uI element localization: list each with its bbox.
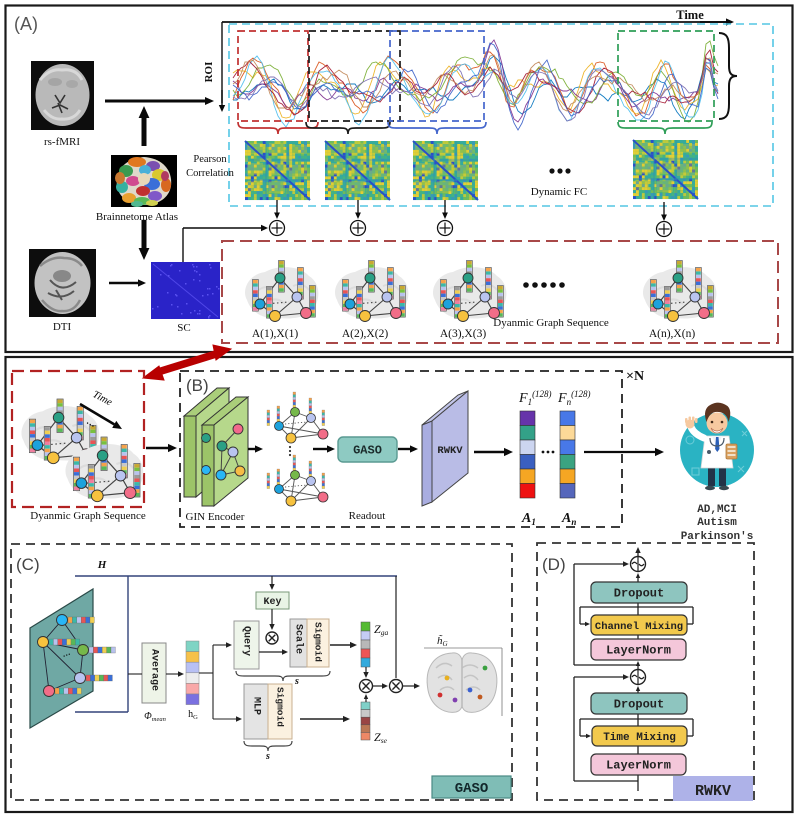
svg-text:hG: hG xyxy=(188,709,198,721)
svg-text:Average: Average xyxy=(149,649,160,691)
svg-text:h̃G: h̃G xyxy=(437,634,448,648)
svg-text:A(3),X(3): A(3),X(3) xyxy=(440,328,486,340)
svg-text:SC: SC xyxy=(177,322,190,334)
svg-text:A(1),X(1): A(1),X(1) xyxy=(252,328,298,340)
svg-text:Query: Query xyxy=(241,626,252,656)
svg-text:Parkinson's: Parkinson's xyxy=(681,531,754,543)
svg-text:Sigmoid: Sigmoid xyxy=(313,622,324,662)
svg-text:(B): (B) xyxy=(186,376,209,395)
svg-text:AD,MCI: AD,MCI xyxy=(697,504,737,516)
svg-text:Channel Mixing: Channel Mixing xyxy=(595,621,683,633)
svg-text:Time Mixing: Time Mixing xyxy=(603,732,676,744)
svg-text:GASO: GASO xyxy=(455,781,489,797)
svg-text:×N: ×N xyxy=(626,369,644,384)
svg-text:RWKV: RWKV xyxy=(695,783,731,800)
svg-text:Brainnetome Atlas: Brainnetome Atlas xyxy=(96,211,178,223)
svg-text:Dropout: Dropout xyxy=(614,587,664,601)
svg-text:Readout: Readout xyxy=(349,510,386,522)
svg-text:Time: Time xyxy=(676,8,704,22)
svg-text:GIN Encoder: GIN Encoder xyxy=(186,511,245,523)
svg-text:Dropout: Dropout xyxy=(614,698,664,712)
svg-text:GASO: GASO xyxy=(353,444,382,458)
svg-text:Dyanmic Graph Sequence: Dyanmic Graph Sequence xyxy=(30,510,146,522)
svg-text:(C): (C) xyxy=(16,555,40,574)
svg-text:MLP: MLP xyxy=(251,697,262,715)
svg-text:A(2),X(2): A(2),X(2) xyxy=(342,328,388,340)
svg-text:H: H xyxy=(97,559,107,571)
svg-text:(D): (D) xyxy=(542,555,566,574)
svg-text:Correlation: Correlation xyxy=(186,168,235,179)
svg-text:Autism: Autism xyxy=(697,517,737,529)
svg-text:Dyanmic Graph Sequence: Dyanmic Graph Sequence xyxy=(493,317,609,329)
svg-text:Dynamic FC: Dynamic FC xyxy=(531,186,588,198)
svg-text:Sigmoid: Sigmoid xyxy=(275,687,286,727)
svg-text:A(n),X(n): A(n),X(n) xyxy=(649,328,695,340)
svg-text:Key: Key xyxy=(263,597,281,608)
svg-text:Pearson: Pearson xyxy=(193,154,227,165)
svg-text:DTI: DTI xyxy=(53,321,72,333)
svg-text:ROI: ROI xyxy=(203,62,215,83)
svg-text:RWKV: RWKV xyxy=(437,445,463,457)
svg-text:s: s xyxy=(294,676,299,687)
svg-text:rs-fMRI: rs-fMRI xyxy=(44,136,80,148)
svg-text:Scale: Scale xyxy=(293,624,305,654)
svg-text:LayerNorm: LayerNorm xyxy=(606,759,671,773)
svg-text:LayerNorm: LayerNorm xyxy=(606,644,671,658)
svg-text:(A): (A) xyxy=(14,14,38,34)
svg-text:s: s xyxy=(265,751,270,762)
